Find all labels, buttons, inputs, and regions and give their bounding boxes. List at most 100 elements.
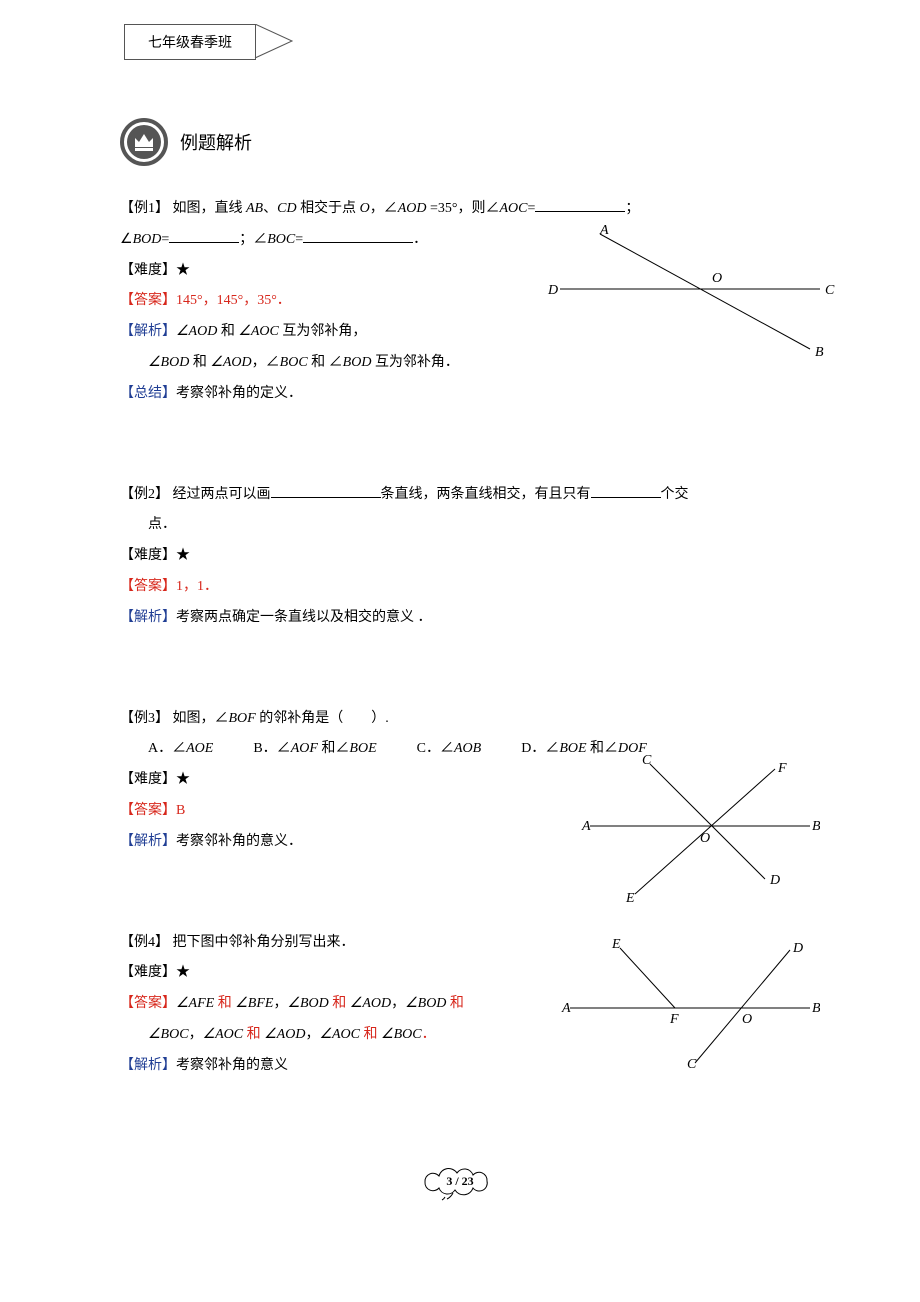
text: 相交于点 <box>297 201 360 216</box>
example-label: 【例3】 <box>120 711 169 726</box>
text: D．∠ <box>521 741 559 756</box>
text: 把下图中邻补角分别写出来． <box>173 935 355 950</box>
ex2-explain: 【解析】考察两点确定一条直线以及相交的意义 ． <box>120 603 800 634</box>
text: ∠BOD <box>148 355 189 370</box>
crown-icon <box>120 118 168 166</box>
label-E: E <box>625 891 635 904</box>
text: A．∠ <box>148 741 186 756</box>
page-total: 23 <box>462 1174 474 1188</box>
page-footer: 3 / 23 <box>120 1162 800 1217</box>
ex1-question-line1: 【例1】 如图，直线 AB、CD 相交于点 O，∠AOD =35°，则∠AOC=… <box>120 194 800 225</box>
text: 如图，∠ <box>173 711 229 726</box>
example-label: 【例2】 <box>120 487 169 502</box>
example-label: 【例4】 <box>120 935 169 950</box>
text: BOD <box>343 355 372 370</box>
label-A: A <box>581 819 591 834</box>
var-bof: BOF <box>229 711 256 726</box>
text: ∠ <box>120 232 133 247</box>
ex4-diagram: A B E D C F O <box>560 938 820 1068</box>
ex2-answer: 【答案】1，1． <box>120 572 800 603</box>
text: ∠BOC <box>381 1027 422 1042</box>
text: BOE <box>349 741 376 756</box>
blank <box>169 228 239 243</box>
explain-label: 【解析】 <box>120 1058 176 1073</box>
ex2-question-l2: 点． <box>148 510 176 541</box>
text: BOC <box>280 355 308 370</box>
var-o: O <box>360 201 370 216</box>
header-tag: 七年级春季班 <box>124 24 294 58</box>
label-D: D <box>792 941 803 956</box>
text: 条直线，两条直线相交，有且只有 <box>381 487 591 502</box>
var-aod: AOD <box>398 201 427 216</box>
text: ， <box>189 1027 203 1042</box>
label-B: B <box>815 345 824 360</box>
label-F: F <box>669 1012 679 1027</box>
text: = <box>527 201 535 216</box>
var-bod: BOD <box>133 232 162 247</box>
choice-A: A．∠AOE <box>148 734 213 765</box>
label-D: D <box>547 283 558 298</box>
label-O: O <box>742 1012 752 1027</box>
label-C: C <box>687 1057 697 1068</box>
example-3: 【例3】 如图，∠BOF 的邻补角是（ ）. A．∠AOE B．∠AOF 和∠B… <box>120 704 800 858</box>
label-A: A <box>561 1001 571 1016</box>
difficulty-label: 【难度】 <box>120 548 176 563</box>
text: 和∠ <box>318 741 350 756</box>
summary-label: 【总结】 <box>120 386 176 401</box>
text: 和 <box>189 355 210 370</box>
blank <box>271 483 381 498</box>
ex1-explain-l2: ∠BOD 和 ∠AOD，∠BOC 和 ∠BOD 互为邻补角． <box>148 348 459 379</box>
text: 和 <box>329 996 350 1011</box>
example-label: 【例1】 <box>120 201 169 216</box>
text: ，∠ <box>252 355 280 370</box>
text: ∠BOC <box>148 1027 189 1042</box>
text: ∠BOD <box>405 996 446 1011</box>
page: 七年级春季班 例题解析 【例1】 如图，直线 AB、CD 相交于点 O，∠AOD… <box>0 0 920 1257</box>
text: ∠AOC <box>319 1027 360 1042</box>
summary-text: 考察邻补角的定义． <box>176 386 302 401</box>
page-sep: / <box>452 1174 461 1188</box>
text: ∠AOD <box>176 324 217 339</box>
text: ∠AOC <box>238 324 279 339</box>
text: ， <box>305 1027 319 1042</box>
ex4-answer-l2: ∠BOC，∠AOC 和 ∠AOD，∠AOC 和 ∠BOC． <box>148 1020 436 1051</box>
text: ∠BFE <box>235 996 273 1011</box>
label-F: F <box>777 761 787 776</box>
ex3-diagram: A B C D E F O <box>580 754 820 904</box>
blank <box>591 483 661 498</box>
text: ∠BOD <box>287 996 328 1011</box>
page-number: 3 / 23 <box>120 1174 800 1189</box>
ex1-diagram: A B D C O <box>540 224 840 374</box>
text: 和 <box>214 996 235 1011</box>
text: ， <box>273 996 287 1011</box>
blank <box>535 197 625 212</box>
ex3-question: 【例3】 如图，∠BOF 的邻补角是（ ）. <box>120 704 800 735</box>
difficulty-label: 【难度】 <box>120 965 176 980</box>
text: 和 <box>360 1027 381 1042</box>
text: ∠AOD <box>210 355 251 370</box>
text: AOF <box>291 741 318 756</box>
answer-label: 【答案】 <box>120 293 176 308</box>
section-title: 例题解析 <box>120 118 800 166</box>
example-2: 【例2】 经过两点可以画条直线，两条直线相交，有且只有个交 点． 【难度】★ 【… <box>120 480 800 634</box>
text: 如图，直线 <box>173 201 247 216</box>
choice-C: C．∠AOB <box>417 734 482 765</box>
text: ∠AFE <box>176 996 214 1011</box>
difficulty-value: ★ <box>176 263 190 278</box>
blank <box>303 228 413 243</box>
ex4-answer-l1: 【答案】∠AFE 和 ∠BFE，∠BOD 和 ∠AOD，∠BOD 和 <box>120 989 500 1020</box>
text: ∠AOC <box>203 1027 244 1042</box>
text: 互为邻补角． <box>371 355 459 370</box>
label-D: D <box>769 873 780 888</box>
text: 的邻补角是（ ）. <box>256 711 389 726</box>
text: ，∠ <box>370 201 398 216</box>
difficulty-label: 【难度】 <box>120 772 176 787</box>
var-aoc: AOC <box>499 201 527 216</box>
label-A: A <box>599 224 609 238</box>
example-1: 【例1】 如图，直线 AB、CD 相交于点 O，∠AOD =35°，则∠AOC=… <box>120 194 800 410</box>
difficulty-value: ★ <box>176 965 190 980</box>
text: 个交 <box>661 487 689 502</box>
answer-text: 145°，145°，35°． <box>176 293 291 308</box>
answer-label: 【答案】 <box>120 579 176 594</box>
var-boc: BOC <box>267 232 295 247</box>
